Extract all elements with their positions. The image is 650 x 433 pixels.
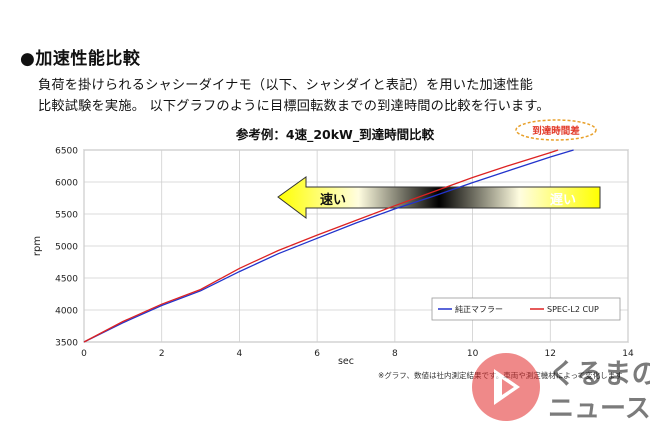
arrow-slow-label: 遅い (550, 193, 576, 208)
description-line-2: 比較試験を実施。 以下グラフのように目標回転数までの到達時間の比較を行います。 (38, 99, 550, 114)
x-tick-label: 6 (314, 349, 320, 359)
y-tick-label: 6000 (55, 179, 78, 189)
logo-top-text: くるまの (548, 357, 650, 390)
x-tick-label: 2 (159, 349, 165, 359)
y-tick-label: 5500 (55, 211, 78, 221)
legend-label-stock: 純正マフラー (455, 304, 503, 314)
y-tick-label: 4000 (55, 307, 78, 317)
arrow-shape (277, 176, 601, 219)
series-line-spec (83, 149, 559, 343)
series-lines (83, 149, 574, 343)
x-tick-label: 14 (622, 349, 634, 359)
x-axis-label: sec (338, 356, 354, 367)
callout-ellipse (515, 119, 597, 141)
y-tick-label: 3500 (55, 339, 78, 349)
section-heading: ●加速性能比較 (20, 49, 141, 69)
callout-label: 到達時間差 (532, 125, 580, 137)
x-tick-label: 12 (545, 349, 556, 359)
x-tick-label: 10 (467, 349, 479, 359)
x-tick-label: 0 (81, 349, 87, 359)
kurumanonews-logo: くるまの ニュース (472, 353, 650, 424)
chart-title: 参考例：4速_20kW_到達時間比較 (235, 127, 435, 142)
x-tick-labels: 0 2 4 6 8 10 12 14 (81, 349, 634, 359)
y-tick-labels: 3500 4000 4500 5000 5500 6000 6500 (55, 147, 78, 349)
series-line-stock (83, 149, 574, 343)
y-tick-label: 4500 (55, 275, 78, 285)
legend-label-spec: SPEC-L2 CUP (547, 305, 599, 314)
x-tick-label: 8 (392, 349, 398, 359)
logo-bottom-text: ニュース (548, 394, 650, 424)
y-axis-label: rpm (32, 236, 43, 256)
description-line-1: 負荷を掛けられるシャシーダイナモ（以下、シャシダイと表記）を用いた加速性能 (38, 78, 534, 93)
legend: 純正マフラー SPEC-L2 CUP (431, 297, 621, 321)
y-tick-label: 6500 (55, 147, 78, 157)
y-tick-label: 5000 (55, 243, 78, 253)
arrow-fast-label: 速い (320, 192, 346, 208)
x-tick-label: 4 (237, 349, 243, 359)
speed-arrow: 速い 遅い (277, 176, 601, 219)
